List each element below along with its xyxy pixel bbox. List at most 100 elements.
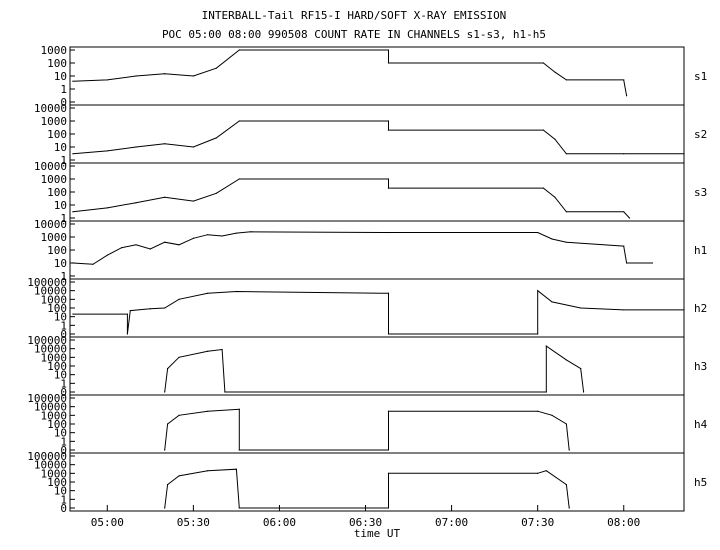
data-point: [238, 408, 240, 410]
y-tick-label: 10000: [34, 401, 67, 414]
data-point: [387, 129, 390, 131]
y-tick-label: 100: [47, 244, 67, 257]
data-point: [149, 248, 151, 250]
data-point: [72, 211, 74, 213]
series-line-h2: [72, 289, 684, 335]
data-point: [72, 313, 74, 315]
data-point: [565, 79, 567, 81]
data-point: [126, 333, 128, 335]
data-point: [164, 391, 166, 393]
data-point: [387, 472, 390, 474]
y-tick-label: 100: [47, 128, 67, 141]
data-point: [215, 67, 217, 69]
y-tick-label: 1000: [41, 467, 68, 480]
data-point: [623, 309, 625, 311]
channel-label: h5: [694, 476, 707, 489]
x-tick-label: 05:30: [177, 516, 210, 529]
y-tick-label: 10: [54, 369, 67, 382]
data-point: [106, 207, 108, 209]
y-tick-label: 100: [47, 418, 67, 431]
y-tick-label: 1000: [41, 409, 68, 422]
data-point: [545, 470, 547, 472]
data-point: [207, 470, 209, 472]
data-point: [565, 423, 567, 425]
x-tick-label: 07:00: [435, 516, 468, 529]
data-point: [387, 49, 390, 51]
y-tick-label: 10: [54, 141, 67, 154]
data-point: [542, 187, 545, 189]
data-point: [551, 414, 553, 416]
y-tick-label: 100000: [27, 334, 67, 347]
data-point: [164, 307, 166, 309]
data-point: [554, 196, 556, 198]
data-point: [580, 307, 582, 309]
data-point: [178, 244, 180, 246]
data-point: [545, 345, 547, 347]
data-point: [224, 391, 226, 393]
data-point: [623, 245, 625, 247]
data-point: [106, 254, 108, 256]
data-point: [149, 308, 151, 310]
data-point: [542, 62, 545, 64]
x-axis: 05:00 05:30 06:00 06:30 07:00 07:30 08:00: [91, 505, 640, 529]
data-point: [387, 120, 390, 122]
y-tick-label: 10000: [34, 285, 67, 298]
y-tick-label: 100: [47, 57, 67, 70]
y-tick-label: 0: [60, 444, 67, 457]
series-line-s2: [72, 120, 684, 155]
data-point: [92, 263, 94, 265]
y-tick-label: 10: [54, 485, 67, 498]
data-point: [192, 200, 194, 202]
data-point: [554, 138, 556, 140]
data-point: [651, 262, 654, 264]
data-point: [135, 146, 137, 148]
x-tick-label: 05:00: [91, 516, 124, 529]
data-point: [565, 153, 567, 155]
y-tick-label: 10: [54, 427, 67, 440]
data-point: [207, 292, 209, 294]
channel-label: h2: [694, 302, 707, 315]
data-point: [178, 356, 180, 358]
x-axis-label: time UT: [354, 527, 401, 540]
channel-label: h1: [694, 244, 707, 257]
data-point: [192, 75, 194, 77]
data-point: [164, 449, 166, 451]
data-point: [215, 137, 217, 139]
x-tick-label: 06:30: [349, 516, 382, 529]
data-point: [238, 178, 240, 180]
y-tick-label: 1: [60, 319, 67, 332]
data-point: [192, 237, 194, 239]
data-point: [135, 244, 137, 246]
panel-frame: [69, 394, 685, 454]
data-point: [164, 73, 166, 75]
data-point: [537, 290, 539, 292]
y-tick-label: 0: [60, 328, 67, 341]
data-point: [551, 301, 553, 303]
panel-frame: [69, 46, 685, 106]
data-point: [235, 468, 238, 470]
data-point: [568, 449, 570, 451]
series-line-s1: [72, 49, 628, 96]
data-point: [235, 290, 238, 293]
y-tick-label: 1000: [41, 44, 68, 57]
y-tick-label: 0: [60, 502, 67, 515]
series-line-h3: [164, 345, 585, 393]
data-point: [387, 507, 390, 509]
data-point: [207, 410, 209, 412]
data-point: [626, 95, 628, 97]
panels-group: 10001001010s1100001000100101s21000010001…: [27, 44, 707, 515]
data-point: [537, 231, 539, 234]
data-point: [537, 472, 539, 474]
data-point: [580, 368, 582, 370]
data-point: [72, 262, 74, 264]
data-point: [238, 120, 240, 122]
y-tick-label: 1: [60, 435, 67, 448]
data-point: [387, 178, 390, 180]
data-point: [623, 211, 625, 213]
data-point: [178, 298, 180, 300]
data-point: [568, 507, 570, 509]
channel-label: h3: [694, 360, 707, 373]
